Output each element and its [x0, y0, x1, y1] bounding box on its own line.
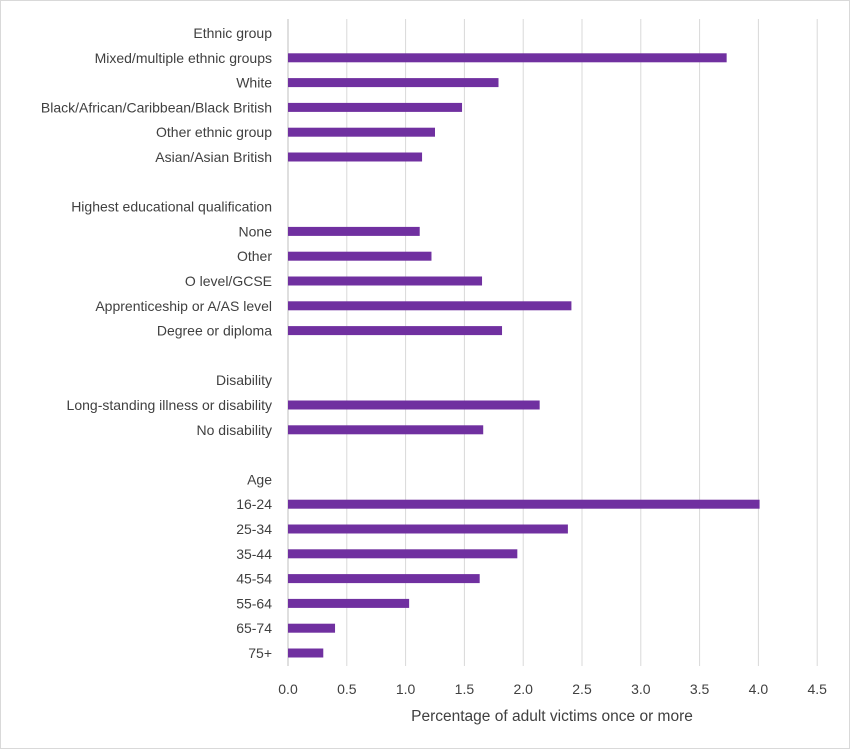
x-tick-label: 0.5 — [337, 681, 357, 697]
x-tick-label: 1.0 — [396, 681, 416, 697]
bar — [288, 78, 499, 88]
x-tick-label: 4.5 — [807, 681, 827, 697]
x-tick-labels: 0.0 0.5 1.0 1.5 2.0 2.5 3.0 3.5 4.0 4.5 — [278, 681, 827, 697]
bar — [288, 127, 435, 137]
x-tick-label: 4.0 — [749, 681, 769, 697]
bar — [288, 648, 324, 658]
category-label: None — [239, 223, 273, 239]
x-tick-label: 3.5 — [690, 681, 710, 697]
x-tick-label: 1.5 — [455, 681, 475, 697]
bar — [288, 301, 572, 311]
bar — [288, 425, 484, 435]
bar — [288, 152, 423, 162]
group-header-label: Disability — [216, 372, 272, 388]
bar — [288, 326, 503, 336]
bar — [288, 276, 483, 286]
x-axis-title: Percentage of adult victims once or more — [411, 708, 693, 725]
category-label: 75+ — [248, 645, 272, 661]
x-tick-label: 3.0 — [631, 681, 651, 697]
bar — [288, 251, 432, 261]
category-label: Mixed/multiple ethnic groups — [95, 50, 272, 66]
bar — [288, 53, 727, 63]
group-header-label: Highest educational qualification — [71, 199, 272, 215]
category-label: Apprenticeship or A/AS level — [95, 298, 272, 314]
x-tick-label: 2.5 — [572, 681, 592, 697]
category-label: 25-34 — [236, 521, 272, 537]
category-label: 55-64 — [236, 595, 272, 611]
group-header-label: Age — [247, 471, 272, 487]
bar — [288, 524, 568, 534]
x-tick-label: 0.0 — [278, 681, 298, 697]
category-label: Black/African/Caribbean/Black British — [41, 99, 272, 115]
bar — [288, 400, 540, 410]
category-label: No disability — [197, 422, 272, 438]
category-labels: Ethnic group Mixed/multiple ethnic groups… — [41, 25, 272, 661]
category-label: Degree or diploma — [157, 323, 272, 339]
gridlines — [287, 19, 818, 666]
category-label: 35-44 — [236, 546, 272, 562]
bar — [288, 226, 420, 236]
category-label: Other — [237, 248, 272, 264]
category-label: O level/GCSE — [185, 273, 272, 289]
category-label: 65-74 — [236, 620, 272, 636]
category-label: Long-standing illness or disability — [67, 397, 272, 413]
bar — [288, 102, 463, 112]
bar — [288, 574, 480, 584]
bar — [288, 623, 336, 633]
bar — [288, 499, 760, 509]
bar — [288, 549, 518, 559]
category-label: Asian/Asian British — [155, 149, 272, 165]
category-label: 16-24 — [236, 496, 272, 512]
bar — [288, 598, 410, 608]
category-label: White — [236, 75, 272, 91]
group-header-label: Ethnic group — [193, 25, 272, 41]
bars — [288, 53, 760, 658]
x-tick-label: 2.0 — [513, 681, 533, 697]
category-label: 45-54 — [236, 571, 272, 587]
category-label: Other ethnic group — [156, 124, 272, 140]
